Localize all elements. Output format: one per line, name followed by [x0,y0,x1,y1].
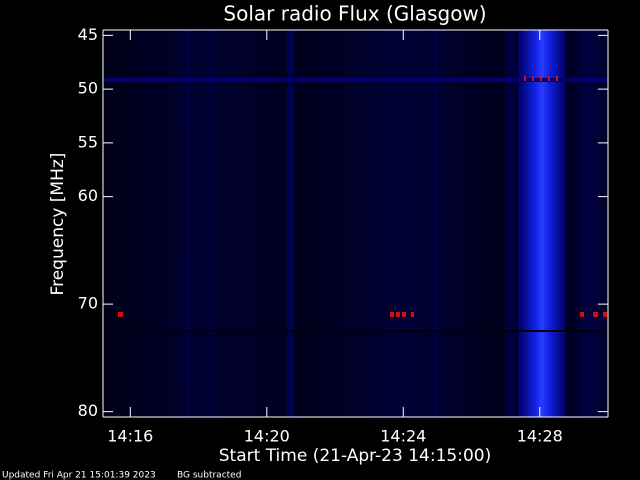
y-tick-label: 80 [78,401,98,420]
y-tick-label: 55 [78,132,98,151]
y-tick-label: 70 [78,294,98,313]
footer-note: BG subtracted [177,471,241,480]
spectrogram-image [103,30,608,417]
chart-title: Solar radio Flux (Glasgow) [223,2,486,26]
x-axis-label: Start Time (21-Apr-23 14:15:00) [219,446,491,466]
y-tick-label: 60 [78,186,98,205]
y-tick-label: 45 [78,25,98,44]
x-tick-label: 14:16 [107,427,153,446]
y-axis-label: Frequency [MHz] [48,153,68,296]
x-tick-label: 14:20 [244,427,290,446]
plot-frame [102,29,609,418]
x-tick-label: 14:24 [380,427,426,446]
x-tick-label: 14:28 [517,427,563,446]
footer-updated: Updated Fri Apr 21 15:01:39 2023 [2,471,156,480]
y-tick-label: 50 [78,79,98,98]
